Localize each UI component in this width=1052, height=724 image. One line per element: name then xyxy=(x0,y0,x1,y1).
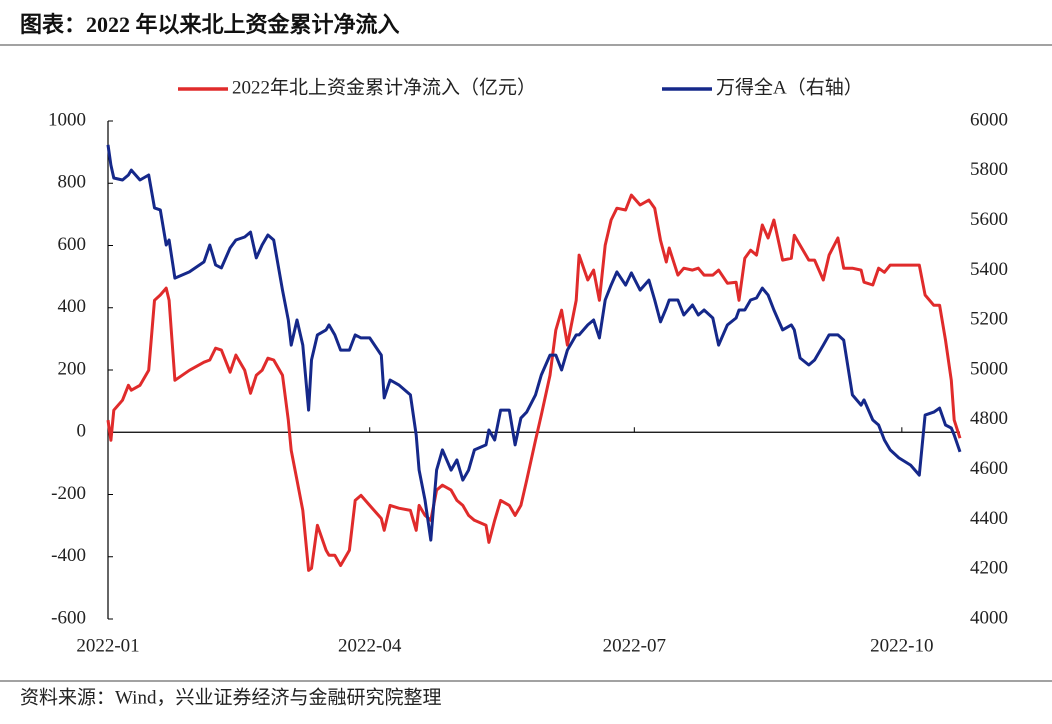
y2-tick-label: 4000 xyxy=(970,607,1008,628)
y2-tick-label: 4800 xyxy=(970,408,1008,429)
y-tick-label: 1000 xyxy=(48,109,86,130)
y-tick-label: 400 xyxy=(58,296,87,317)
y-tick-label: 0 xyxy=(77,421,87,442)
y2-tick-label: 4400 xyxy=(970,508,1008,529)
x-tick-label: 2022-01 xyxy=(76,635,139,656)
y-tick-label: -600 xyxy=(51,607,86,628)
y2-tick-label: 5200 xyxy=(970,309,1008,330)
y2-tick-label: 5400 xyxy=(970,259,1008,280)
x-tick-label: 2022-07 xyxy=(603,635,666,656)
y2-tick-label: 5800 xyxy=(970,159,1008,180)
y2-tick-label: 4200 xyxy=(970,558,1008,579)
y-tick-label: -200 xyxy=(51,483,86,504)
legend-label: 万得全A（右轴） xyxy=(716,76,863,98)
y-tick-label: 800 xyxy=(58,172,87,193)
y2-tick-label: 5600 xyxy=(970,209,1008,230)
y2-tick-label: 5000 xyxy=(970,358,1008,379)
series-line xyxy=(106,144,962,542)
x-tick-label: 2022-10 xyxy=(870,635,933,656)
y-tick-label: 200 xyxy=(58,358,87,379)
legend-label: 2022年北上资金累计净流入（亿元） xyxy=(232,76,536,98)
x-tick-label: 2022-04 xyxy=(338,635,402,656)
series-line xyxy=(106,193,962,572)
y-tick-label: -400 xyxy=(51,545,86,566)
y2-tick-label: 6000 xyxy=(970,109,1008,130)
chart-title: 图表：2022 年以来北上资金累计净流入 xyxy=(20,12,400,37)
y2-tick-label: 4600 xyxy=(970,458,1008,479)
source: 资料来源：Wind，兴业证券经济与金融研究院整理 xyxy=(20,686,441,708)
y-tick-label: 600 xyxy=(58,234,87,255)
